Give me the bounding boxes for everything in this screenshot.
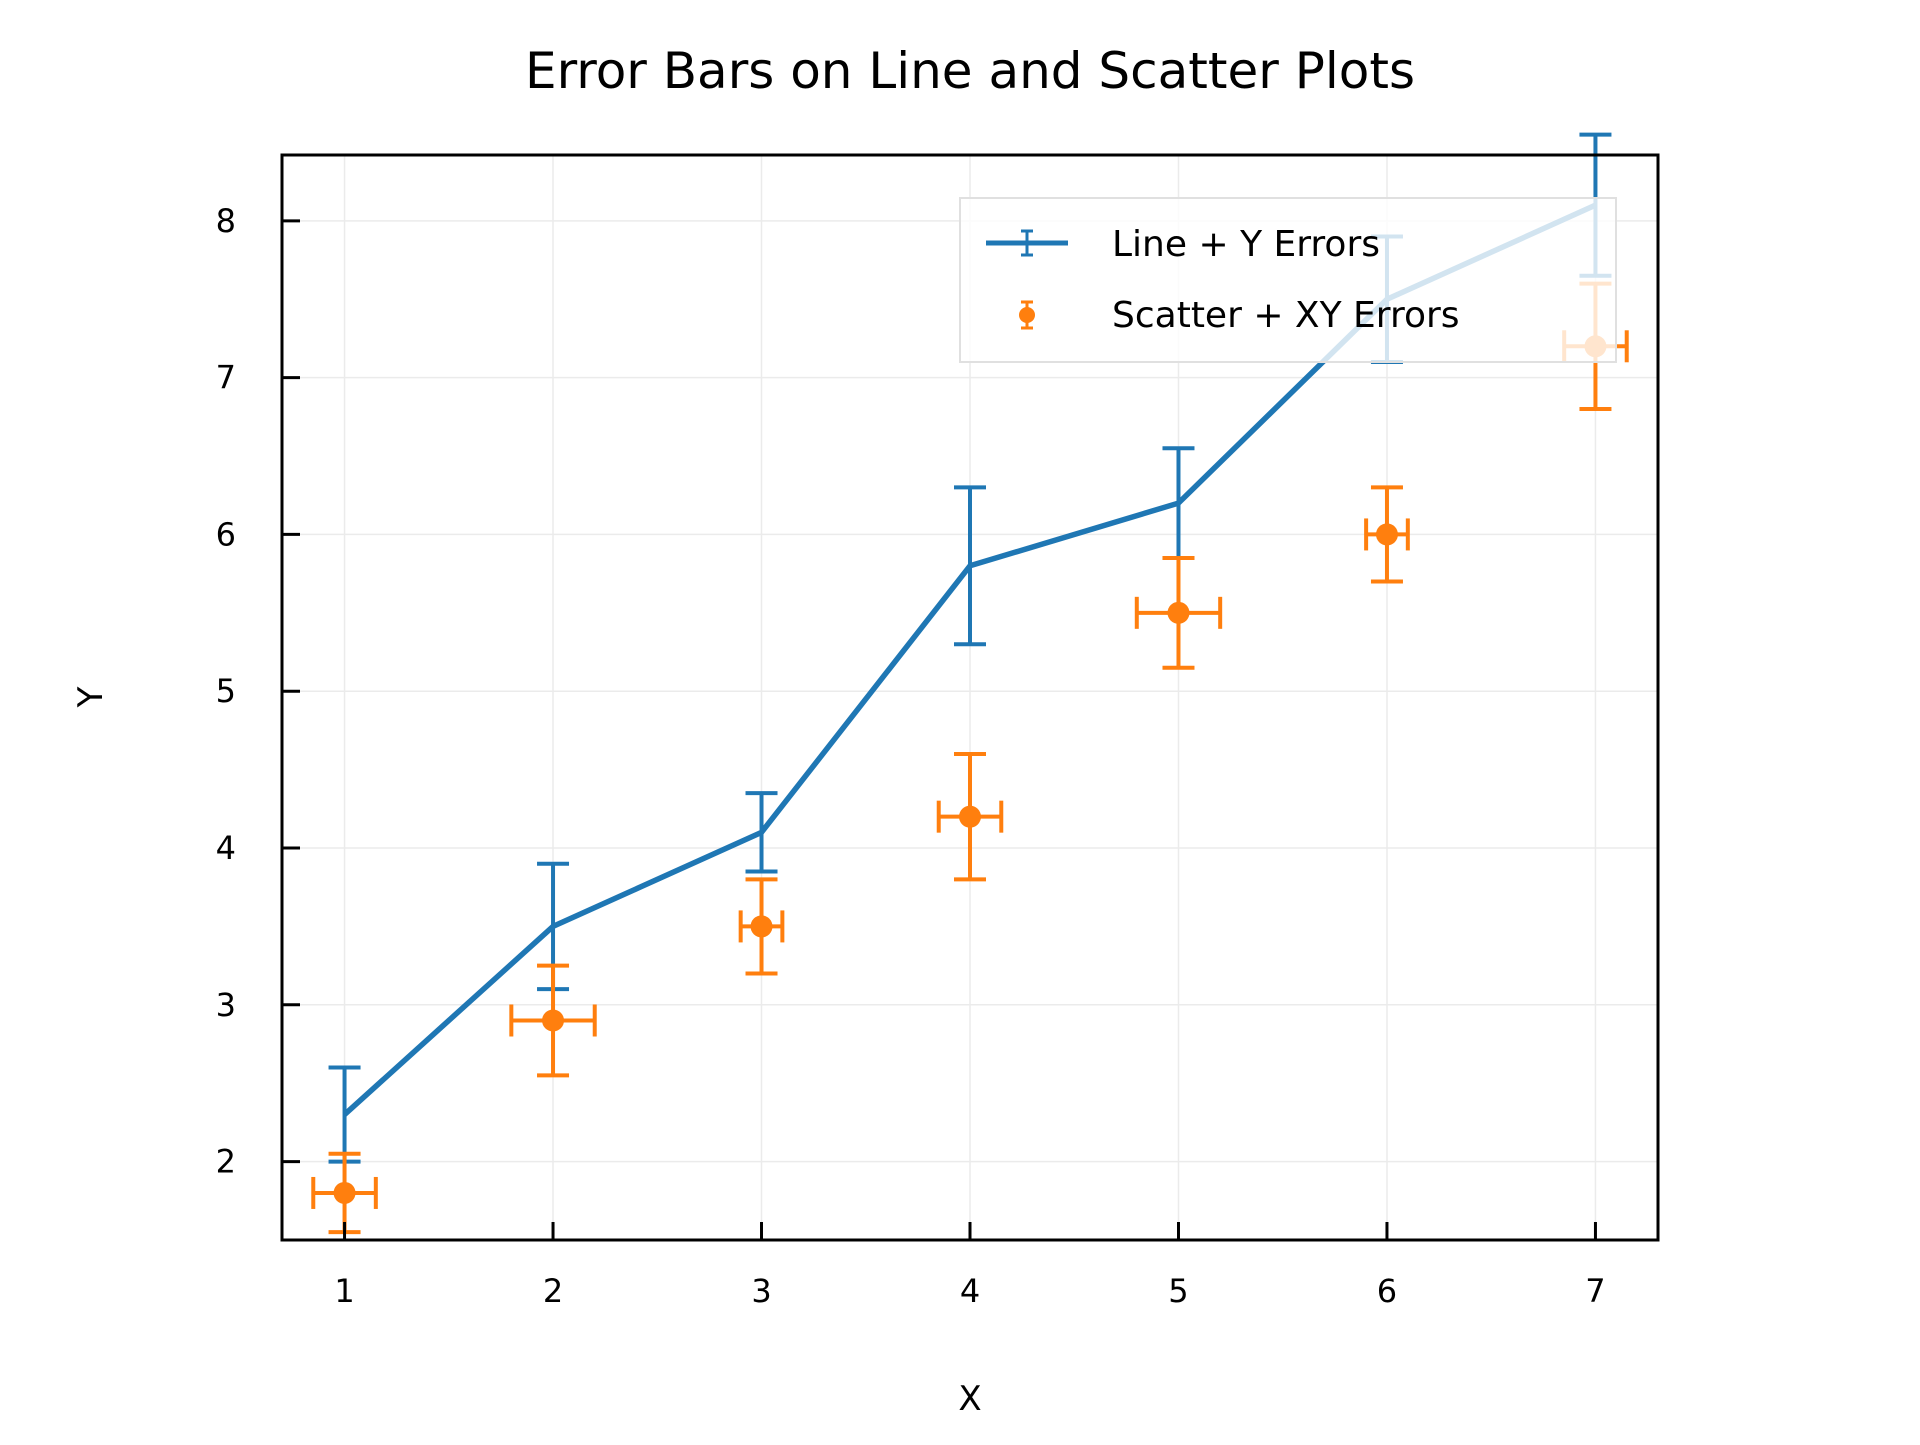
y-tick-label: 6 <box>216 515 236 553</box>
scatter-point <box>1167 601 1190 624</box>
x-axis-label: X <box>958 1379 981 1419</box>
y-tick-label: 2 <box>216 1143 236 1181</box>
legend-label-line: Line + Y Errors <box>1112 224 1380 265</box>
y-tick-label: 7 <box>216 359 236 397</box>
y-axis-label: Y <box>71 686 111 708</box>
x-tick-label: 6 <box>1377 1272 1397 1310</box>
x-tick-label: 4 <box>960 1272 980 1310</box>
legend-swatch-line <box>986 229 1068 257</box>
x-tick-label: 3 <box>751 1272 771 1310</box>
x-tick-label: 1 <box>334 1272 354 1310</box>
y-tick-label: 5 <box>216 672 236 710</box>
line-error-bar <box>745 791 778 874</box>
x-tick-label: 5 <box>1168 1272 1188 1310</box>
scatter-point <box>1375 523 1398 546</box>
y-axis-ticks: 2 3 4 5 6 7 8 <box>216 202 300 1181</box>
legend-box <box>959 197 1617 363</box>
scatter-point <box>542 1009 565 1032</box>
x-tick-label: 7 <box>1585 1272 1605 1310</box>
scatter-error-bar <box>509 963 597 1078</box>
legend-swatch-scatter <box>1019 300 1035 330</box>
chart-title: Error Bars on Line and Scatter Plots <box>525 42 1415 100</box>
line-error-bar <box>1162 446 1195 560</box>
legend-label-scatter: Scatter + XY Errors <box>1112 295 1460 336</box>
scatter-point <box>959 805 981 828</box>
x-tick-label: 2 <box>543 1272 563 1310</box>
y-tick-label: 8 <box>216 202 236 240</box>
x-axis-ticks: 1 2 3 4 5 6 7 <box>334 1222 1606 1310</box>
scatter-point <box>750 915 773 938</box>
line-error-bar <box>954 485 986 647</box>
legend: Line + Y Errors Scatter + XY Errors <box>959 197 1617 363</box>
line-error-bar <box>328 1065 361 1164</box>
y-tick-label: 4 <box>216 829 236 867</box>
y-tick-label: 3 <box>216 986 236 1024</box>
scatter-point <box>333 1181 356 1204</box>
